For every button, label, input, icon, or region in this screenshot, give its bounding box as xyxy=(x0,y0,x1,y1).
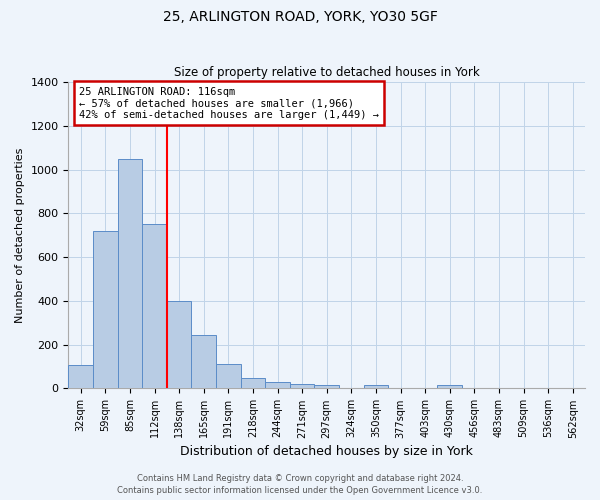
Bar xyxy=(437,384,462,388)
Text: 25, ARLINGTON ROAD, YORK, YO30 5GF: 25, ARLINGTON ROAD, YORK, YO30 5GF xyxy=(163,10,437,24)
Title: Size of property relative to detached houses in York: Size of property relative to detached ho… xyxy=(174,66,479,80)
Bar xyxy=(118,158,142,388)
Y-axis label: Number of detached properties: Number of detached properties xyxy=(15,148,25,323)
Text: Contains HM Land Registry data © Crown copyright and database right 2024.
Contai: Contains HM Land Registry data © Crown c… xyxy=(118,474,482,495)
Bar xyxy=(142,224,167,388)
Bar xyxy=(216,364,241,388)
Bar xyxy=(93,231,118,388)
Text: 25 ARLINGTON ROAD: 116sqm
← 57% of detached houses are smaller (1,966)
42% of se: 25 ARLINGTON ROAD: 116sqm ← 57% of detac… xyxy=(79,86,379,120)
Bar xyxy=(167,301,191,388)
Bar xyxy=(191,335,216,388)
Bar xyxy=(265,382,290,388)
Bar xyxy=(364,385,388,388)
X-axis label: Distribution of detached houses by size in York: Distribution of detached houses by size … xyxy=(180,444,473,458)
Bar xyxy=(290,384,314,388)
Bar xyxy=(314,384,339,388)
Bar xyxy=(241,378,265,388)
Bar xyxy=(68,366,93,388)
